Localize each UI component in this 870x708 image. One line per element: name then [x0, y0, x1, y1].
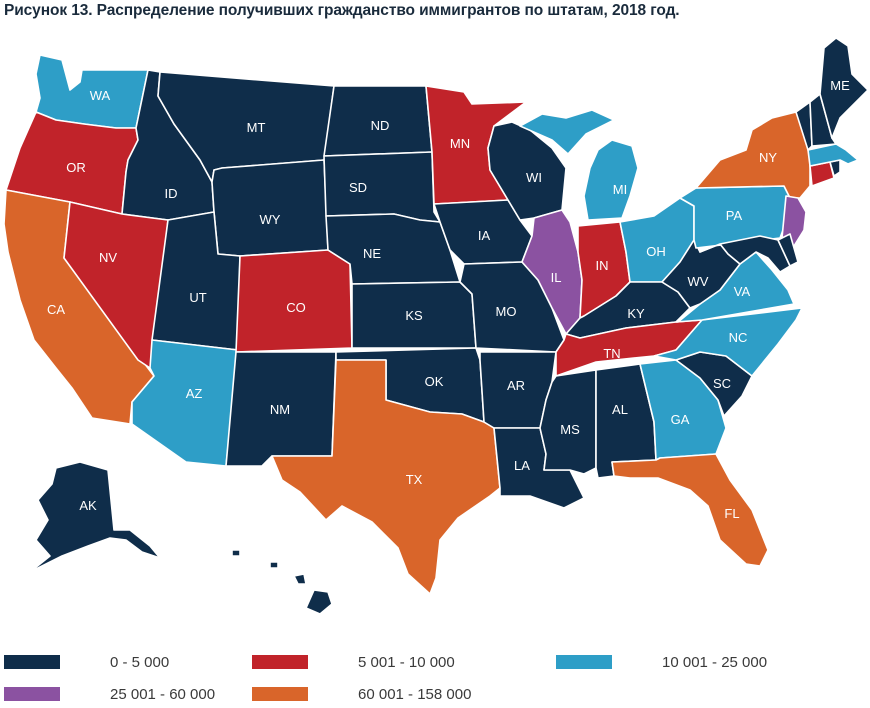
label-tx: TX — [406, 472, 423, 487]
state-nc[interactable] — [653, 307, 803, 377]
label-ok: OK — [425, 374, 444, 389]
legend-label-4: 25 001 - 60 000 — [110, 685, 216, 703]
figure-title: Рисунок 13. Распределение получивших гра… — [4, 2, 680, 19]
state-wy[interactable] — [211, 159, 329, 257]
legend-swatch-5 — [252, 687, 308, 701]
legend-item-5: 60 001 - 158 000 — [252, 684, 471, 704]
legend-swatch-3 — [556, 655, 612, 669]
state-de[interactable] — [777, 233, 799, 267]
label-wy: WY — [260, 212, 281, 227]
label-or: OR — [66, 160, 86, 175]
label-in: IN — [596, 258, 609, 273]
state-sd[interactable] — [323, 151, 441, 223]
label-mn: MN — [450, 136, 470, 151]
label-wi: WI — [526, 170, 542, 185]
label-ky: KY — [627, 306, 645, 321]
state-ny[interactable] — [695, 111, 811, 199]
label-oh: OH — [646, 244, 666, 259]
legend-label-3: 10 001 - 25 000 — [662, 653, 768, 671]
label-ne: NE — [363, 246, 381, 261]
label-va: VA — [734, 284, 751, 299]
state-tx[interactable] — [271, 359, 501, 595]
label-nc: NC — [729, 330, 748, 345]
label-al: AL — [612, 402, 628, 417]
legend-swatch-4 — [4, 687, 60, 701]
state-mi-upper[interactable] — [519, 109, 615, 155]
label-id: ID — [165, 186, 178, 201]
label-mi: MI — [613, 182, 627, 197]
state-co[interactable] — [235, 249, 353, 353]
label-nv: NV — [99, 250, 117, 265]
label-mo: MO — [496, 304, 517, 319]
label-ny: NY — [759, 150, 777, 165]
state-ne[interactable] — [325, 213, 461, 285]
label-fl: FL — [724, 506, 739, 521]
legend-item-1: 0 - 5 000 — [4, 652, 169, 672]
state-hi-kauai[interactable] — [231, 549, 241, 557]
state-hi-big[interactable] — [305, 589, 333, 615]
state-ak[interactable] — [29, 461, 161, 573]
label-sd: SD — [349, 180, 367, 195]
label-tn: TN — [603, 346, 620, 361]
state-hi-oahu[interactable] — [269, 561, 279, 569]
label-az: AZ — [186, 386, 203, 401]
label-il: IL — [551, 270, 562, 285]
legend-item-2: 5 001 - 10 000 — [252, 652, 455, 672]
label-ar: AR — [507, 378, 525, 393]
label-la: LA — [514, 458, 530, 473]
label-ak: AK — [79, 498, 97, 513]
state-md[interactable] — [699, 235, 791, 273]
state-fl[interactable] — [611, 453, 769, 567]
legend-label-1: 0 - 5 000 — [110, 653, 170, 671]
legend-label-5: 60 001 - 158 000 — [358, 685, 472, 703]
state-hi-maui[interactable] — [293, 573, 307, 585]
label-ut: UT — [189, 290, 206, 305]
label-ks: KS — [405, 308, 423, 323]
label-ga: GA — [671, 412, 690, 427]
legend: 0 - 5 000 5 001 - 10 000 10 001 - 25 000… — [0, 648, 870, 708]
state-nh[interactable] — [809, 93, 837, 147]
label-ca: CA — [47, 302, 65, 317]
label-wv: WV — [688, 274, 709, 289]
legend-item-3: 10 001 - 25 000 — [556, 652, 767, 672]
label-wa: WA — [90, 88, 111, 103]
legend-swatch-2 — [252, 655, 308, 669]
label-ia: IA — [478, 228, 491, 243]
legend-item-4: 25 001 - 60 000 — [4, 684, 215, 704]
label-sc: SC — [713, 376, 731, 391]
state-mi[interactable] — [583, 139, 639, 221]
label-mt: MT — [247, 120, 266, 135]
legend-swatch-1 — [4, 655, 60, 669]
state-wv[interactable] — [661, 239, 741, 309]
label-ms: MS — [560, 422, 580, 437]
label-pa: PA — [726, 208, 743, 223]
state-me[interactable] — [819, 37, 869, 139]
label-nm: NM — [270, 402, 290, 417]
label-co: CO — [286, 300, 306, 315]
us-states-map: WA OR CA ID NV MT WY UT AZ CO NM ND SD N… — [3, 37, 869, 615]
legend-label-2: 5 001 - 10 000 — [358, 653, 455, 671]
label-me: ME — [830, 78, 850, 93]
state-ma[interactable] — [807, 143, 859, 167]
label-nd: ND — [371, 118, 390, 133]
